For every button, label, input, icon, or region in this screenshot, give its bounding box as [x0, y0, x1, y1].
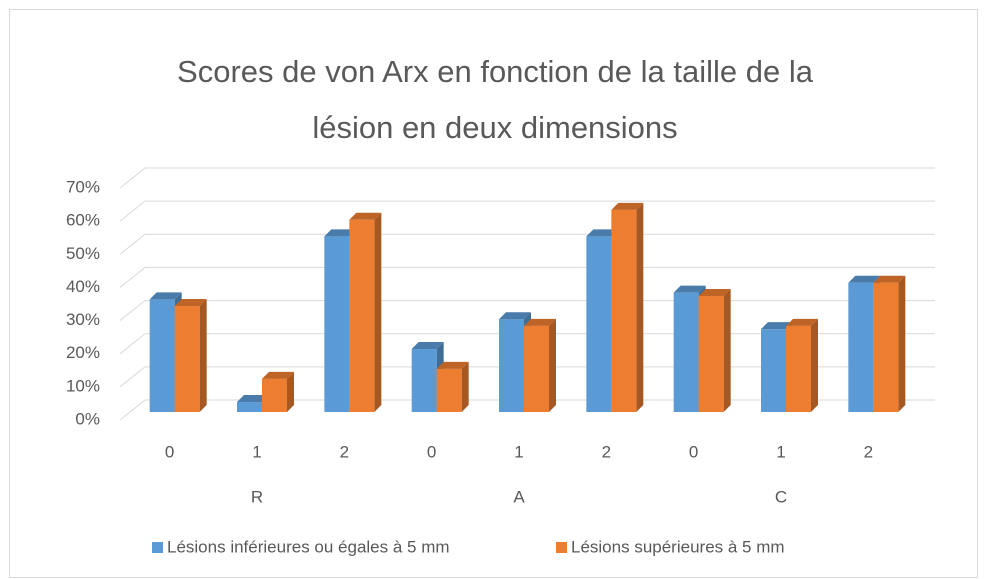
grid-line	[119, 266, 935, 288]
bar-front	[174, 305, 200, 412]
bar-front	[262, 378, 287, 412]
bar	[262, 371, 294, 412]
bar-front	[611, 209, 637, 412]
bar	[174, 298, 207, 412]
grid-line-segment	[119, 167, 935, 189]
bar-side	[811, 318, 818, 412]
bar-front	[237, 402, 262, 412]
bar-top	[436, 361, 469, 369]
grid-line	[119, 167, 935, 189]
grid-line	[119, 399, 935, 421]
y-tick-label: 0%	[75, 409, 100, 428]
bar-top	[411, 342, 444, 350]
x-tick-label: 1	[252, 442, 261, 461]
bar-front	[586, 236, 612, 412]
bar-front	[673, 292, 699, 412]
bar-top	[149, 292, 182, 300]
bar-side	[549, 318, 556, 412]
y-tick-label: 20%	[66, 343, 100, 362]
x-tick-label: 2	[602, 442, 611, 461]
bar-side	[287, 371, 294, 412]
bar-front	[524, 325, 549, 412]
bar-top	[673, 285, 706, 293]
chart-title: Scores de von Arx en fonction de la tail…	[177, 54, 813, 145]
y-tick-label: 60%	[66, 211, 100, 230]
bar-top	[786, 318, 818, 326]
bar-top	[349, 212, 382, 220]
grid-line	[119, 366, 935, 388]
bar-side	[636, 202, 644, 412]
bar-side	[898, 275, 906, 412]
bar	[524, 318, 556, 412]
bar-top	[174, 298, 207, 306]
legend-label: Lésions supérieures à 5 mm	[571, 537, 785, 556]
grid-line-segment	[119, 266, 935, 288]
bar-front	[324, 236, 350, 412]
bar-side	[199, 298, 207, 412]
x-tick-label: 0	[165, 442, 174, 461]
grid-line	[119, 200, 935, 222]
x-tick-label: 2	[864, 442, 873, 461]
x-tick-label: 1	[776, 442, 785, 461]
y-tick-label: 30%	[66, 310, 100, 329]
bar-side	[461, 361, 469, 412]
legend-swatch	[556, 542, 567, 553]
bar-front	[873, 282, 899, 412]
bar-front	[499, 319, 524, 412]
grid-line-segment	[119, 300, 935, 321]
grid-line-segment	[119, 233, 935, 255]
grid-line-segment	[119, 399, 935, 421]
bar-top	[848, 275, 881, 283]
x-tick-label: 1	[514, 442, 523, 461]
bar	[611, 202, 644, 412]
bar-front	[411, 349, 437, 412]
group-label: R	[251, 487, 263, 506]
bar-top	[611, 202, 644, 210]
x-tick-label: 0	[427, 442, 436, 461]
y-tick-label: 10%	[66, 376, 100, 395]
bar-front	[848, 282, 874, 412]
group-label: C	[775, 487, 787, 506]
grid-line	[119, 300, 935, 321]
bar-front	[698, 296, 724, 412]
bar	[786, 318, 818, 412]
x-tick-label: 2	[340, 442, 349, 461]
bar-top	[873, 275, 906, 283]
grid-line-segment	[119, 333, 935, 355]
group-label: A	[513, 487, 525, 506]
grid-line-segment	[119, 366, 935, 388]
y-tick-label: 50%	[66, 244, 100, 263]
legend-swatch	[152, 542, 163, 553]
bar-top	[262, 371, 294, 379]
bar-front	[761, 329, 786, 412]
bar	[873, 275, 906, 412]
bar-top	[524, 318, 556, 326]
grid-line	[119, 333, 935, 355]
bar	[349, 212, 382, 412]
bar-top	[324, 229, 357, 237]
y-tick-label: 70%	[66, 177, 100, 196]
bar-front	[149, 299, 175, 412]
grid-line	[119, 233, 935, 255]
bar-front	[436, 368, 462, 412]
grid-line-segment	[119, 200, 935, 222]
bar-top	[237, 395, 269, 403]
bar	[698, 289, 731, 412]
chart-frame	[9, 9, 978, 578]
bar-side	[374, 212, 382, 412]
bar-side	[723, 289, 731, 412]
bar-top	[761, 322, 793, 330]
bar-front	[786, 325, 811, 412]
bar-front	[349, 219, 375, 412]
bar	[436, 361, 469, 412]
bar-top	[698, 289, 731, 296]
legend-label: Lésions inférieures ou égales à 5 mm	[167, 537, 450, 556]
y-tick-label: 40%	[66, 277, 100, 296]
bar-top	[499, 312, 531, 320]
bar-top	[586, 229, 619, 237]
x-tick-label: 0	[689, 442, 698, 461]
